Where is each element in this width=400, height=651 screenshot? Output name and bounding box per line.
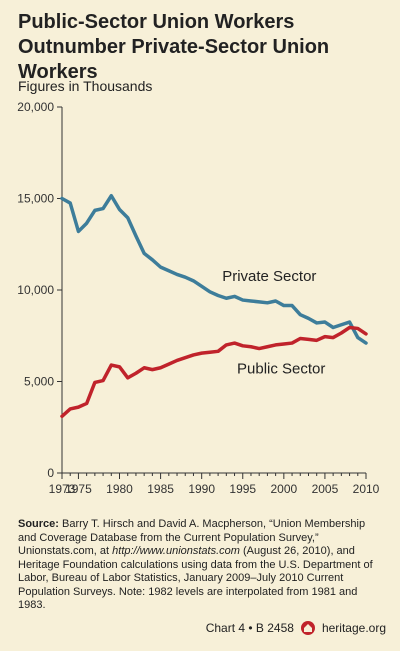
chart-title: Public-Sector Union Workers Outnumber Pr… [18, 11, 330, 83]
source-text-after: (August 26, 2010), and Heritage Foundati… [18, 545, 373, 611]
x-tick-label: 2010 [353, 482, 380, 496]
source-text-before: Barry T. Hirsch and David A. Macpherson,… [18, 518, 366, 557]
heritage-logo-icon [300, 621, 315, 635]
x-tick-label: 1975 [65, 482, 92, 496]
series-line-private-sector [60, 194, 368, 345]
series-line-public-sector [60, 325, 368, 419]
series-label-private-sector: Private Sector [222, 268, 316, 285]
chart-reference: Chart 4 • B 2458 [205, 621, 294, 635]
x-tick-label: 1990 [188, 482, 215, 496]
x-tick-label: 2000 [270, 482, 297, 496]
series-label-public-sector: Public Sector [237, 360, 325, 377]
y-tick-label: 10,000 [17, 283, 54, 297]
y-tick-label: 20,000 [17, 100, 54, 114]
site-name[interactable]: heritage.org [321, 621, 386, 635]
chart-series [60, 194, 368, 419]
source-label: Source: [18, 518, 59, 530]
x-tick-label: 1980 [106, 482, 133, 496]
y-tick-label: 15,000 [17, 192, 54, 206]
y-tick-label: 0 [47, 466, 54, 480]
chart-subtitle: Figures in Thousands [18, 78, 153, 94]
x-tick-label: 1985 [147, 482, 174, 496]
chart-series-labels: Private Sector Public Sector [222, 268, 325, 377]
x-tick-label: 1995 [229, 482, 256, 496]
source-url: http://www.unionstats.com [112, 545, 240, 557]
x-tick-label: 2005 [312, 482, 339, 496]
footer: Chart 4 • B 2458 heritage.org [206, 620, 386, 636]
source-note: Source: Barry T. Hirsch and David A. Mac… [18, 518, 384, 613]
y-tick-label: 5,000 [24, 375, 54, 389]
x-tick-label: 1973 [49, 482, 76, 496]
